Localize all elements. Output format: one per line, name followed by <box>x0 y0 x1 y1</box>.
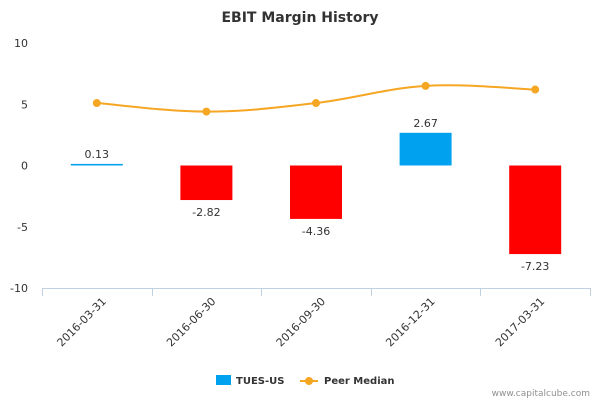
bar-data-label: 2.67 <box>413 117 438 130</box>
peer-median-line <box>96 84 536 113</box>
peer-median-point-2016-06-30[interactable] <box>202 107 211 116</box>
x-axis: 2016-03-31 2016-06-30 2016-09-30 2016-12-31… <box>42 288 591 349</box>
bar-2016-09-30[interactable] <box>290 165 342 219</box>
y-axis: 10 5 0 -5 -10 <box>10 37 28 295</box>
bar-data-label: -2.82 <box>192 206 220 219</box>
bar-2017-03-31[interactable] <box>509 165 562 255</box>
x-tick-label: 2016-03-31 <box>55 295 109 349</box>
x-tick-label: 2017-03-31 <box>493 295 547 349</box>
y-tick-label: 10 <box>14 37 28 50</box>
peer-median-point-2017-03-31[interactable] <box>531 85 540 94</box>
y-tick-label: -5 <box>17 221 28 234</box>
credit-text[interactable]: www.capitalcube.com <box>492 389 590 399</box>
legend-label-tues-us[interactable]: TUES-US <box>236 376 284 387</box>
legend: TUES-US Peer Median <box>216 375 395 387</box>
bar-2016-06-30[interactable] <box>180 165 233 201</box>
x-tick-label: 2016-09-30 <box>274 295 328 349</box>
bar-2016-03-31[interactable] <box>70 163 123 166</box>
y-tick-label: -10 <box>10 282 28 295</box>
y-tick-label: 0 <box>21 160 28 173</box>
line-series <box>92 81 540 116</box>
legend-label-peer-median[interactable]: Peer Median <box>324 376 395 387</box>
legend-swatch-tues-us <box>216 375 231 385</box>
bar-data-label: -4.36 <box>302 225 330 238</box>
bar-2016-12-31[interactable] <box>399 132 452 166</box>
peer-median-point-2016-03-31[interactable] <box>92 99 101 108</box>
legend-marker-peer-median <box>305 377 313 385</box>
peer-median-point-2016-12-31[interactable] <box>421 81 430 90</box>
bar-data-label: 0.13 <box>85 148 110 161</box>
chart-title: EBIT Margin History <box>221 10 378 26</box>
bar-series: 0.13 -2.82 -4.36 2.67 -7.23 <box>70 117 562 273</box>
x-tick-label: 2016-06-30 <box>164 295 218 349</box>
bar-data-label: -7.23 <box>521 260 549 273</box>
x-tick-label: 2016-12-31 <box>383 295 437 349</box>
peer-median-point-2016-09-30[interactable] <box>312 99 320 108</box>
y-tick-label: 5 <box>21 98 28 111</box>
